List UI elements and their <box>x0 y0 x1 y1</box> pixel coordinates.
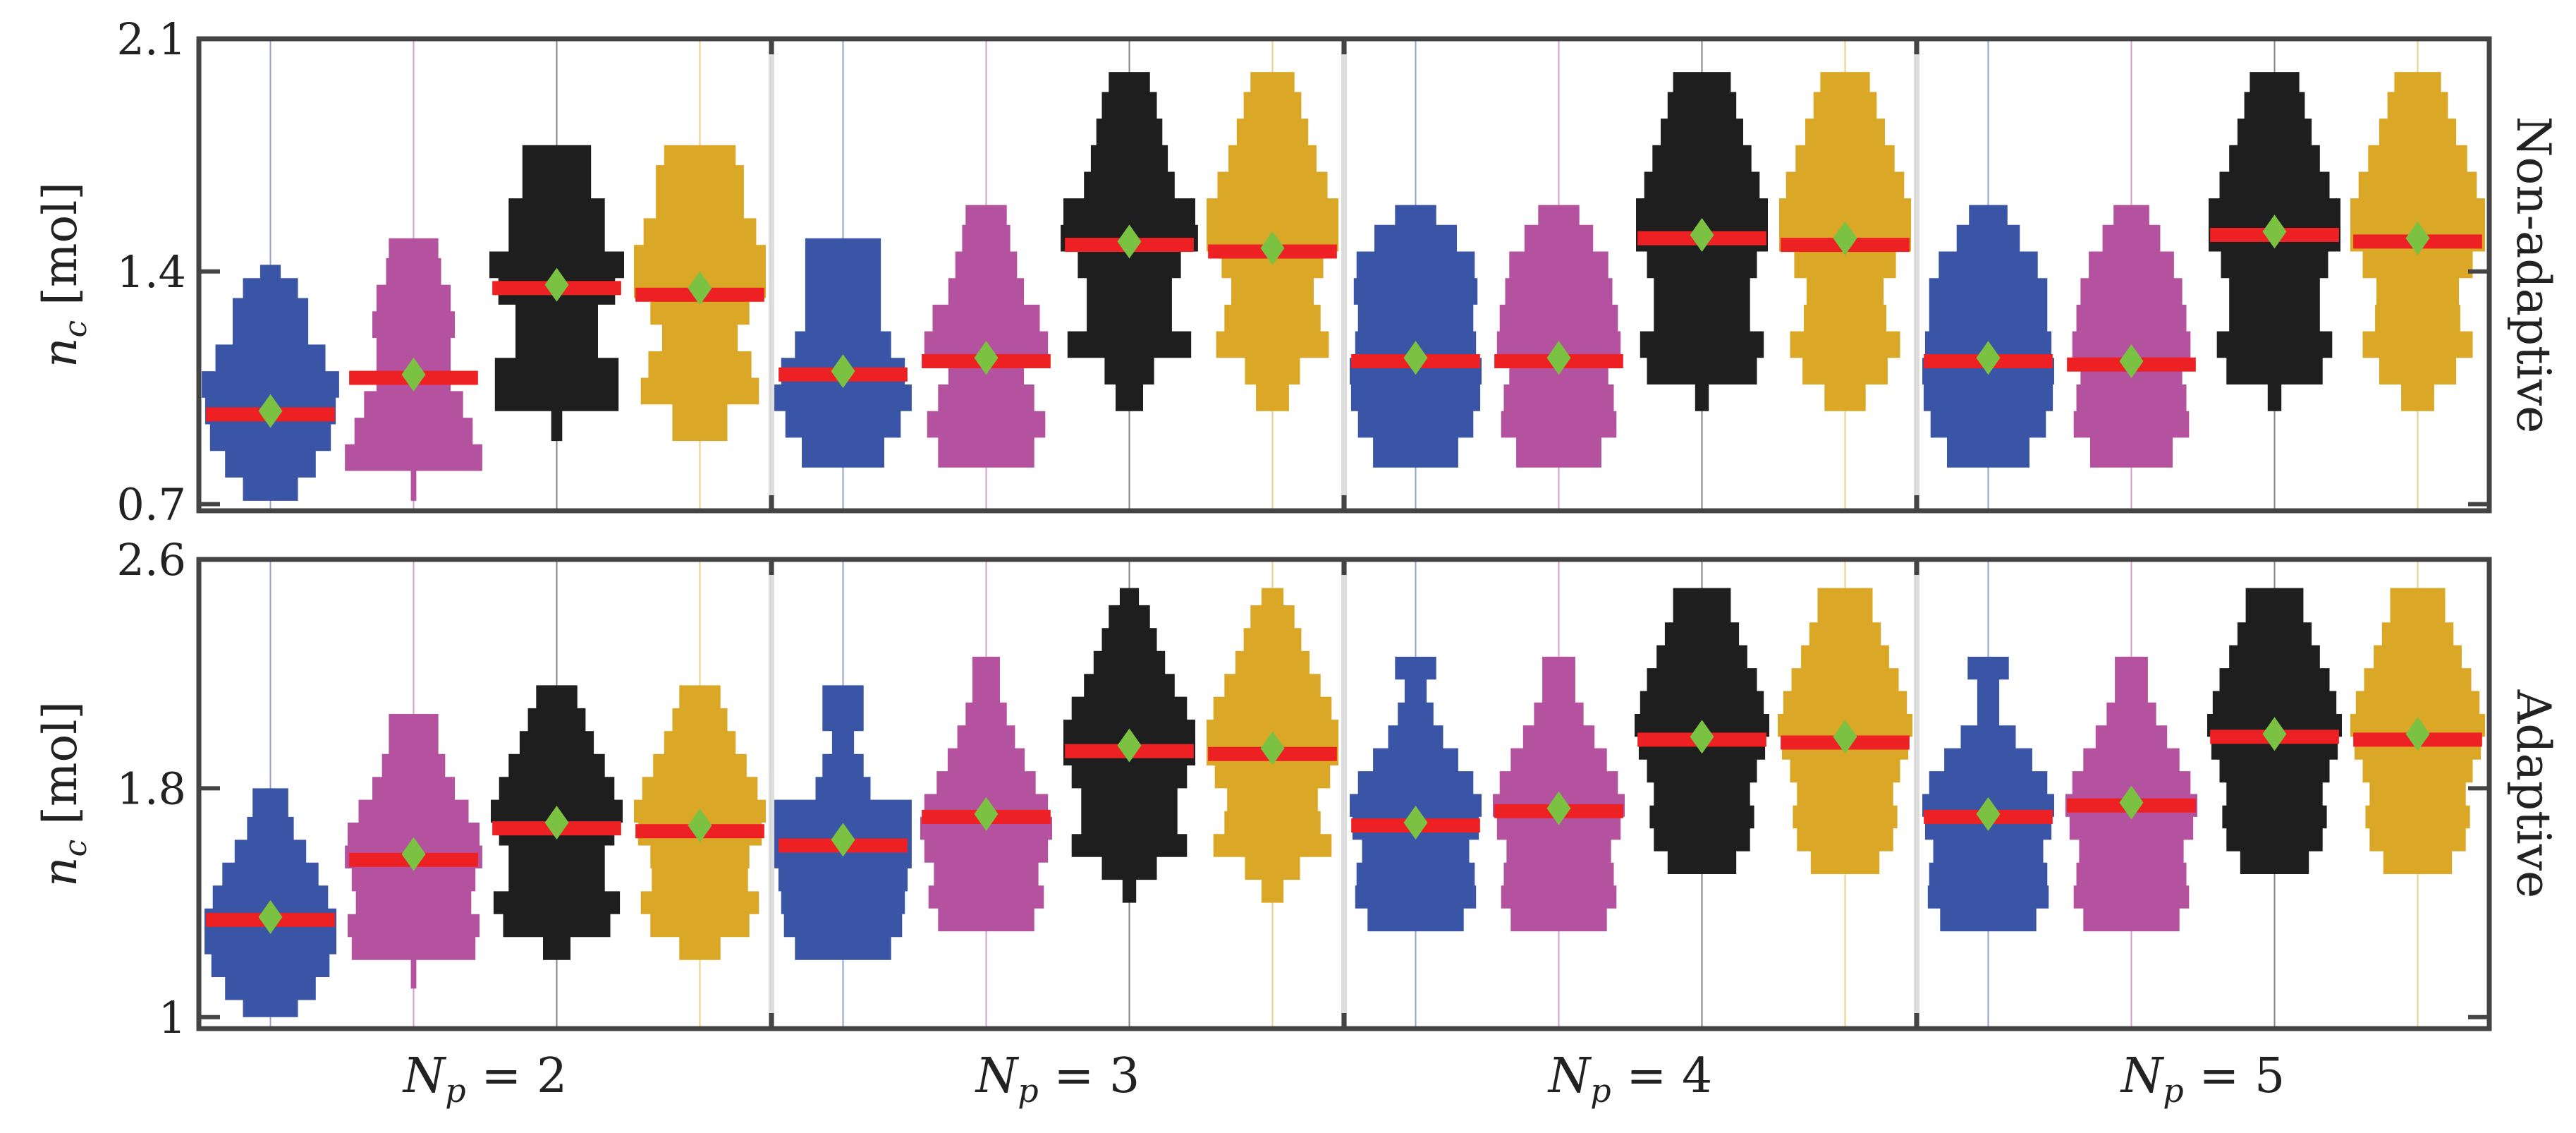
violin-3-3 <box>1207 559 1338 1029</box>
violin-2-0 <box>205 559 336 1029</box>
violin-3-1 <box>922 39 1051 511</box>
violin-body <box>1350 656 1482 932</box>
median-marker <box>831 823 855 857</box>
median-marker <box>974 341 999 375</box>
median-marker <box>688 271 712 305</box>
median-marker <box>974 796 999 831</box>
median-marker <box>831 354 855 389</box>
violin-3-2 <box>1061 39 1198 511</box>
panel-frame <box>196 557 2492 1031</box>
row-label: Non-adaptive <box>2506 116 2560 433</box>
violin-3-0 <box>774 559 912 1029</box>
violin-5-2 <box>2209 39 2340 511</box>
median-marker <box>1833 221 1857 255</box>
violin-4-2 <box>1635 559 1769 1029</box>
panel-non-adaptive: 0.7 1.4 2.1 nc [mol] Non-adaptive <box>33 13 2560 531</box>
y-tick-label: 1.4 <box>116 246 186 298</box>
panel-frame <box>196 36 2492 514</box>
violin-body <box>774 238 912 468</box>
median-marker <box>401 357 426 392</box>
violin-2-3 <box>634 559 766 1029</box>
violin-5-1 <box>2067 39 2196 511</box>
violin-body <box>2072 205 2191 468</box>
median-marker <box>401 837 426 871</box>
median-marker <box>1546 341 1571 375</box>
violin-2-1 <box>345 39 482 511</box>
violin-2-3 <box>634 39 766 511</box>
y-tick-label: 0.7 <box>116 479 186 531</box>
violin-4-3 <box>1778 559 1912 1029</box>
median-marker <box>1260 731 1285 765</box>
violin-4-1 <box>1493 559 1625 1029</box>
violin-body <box>202 265 339 501</box>
violin-2-1 <box>345 559 482 1029</box>
group-label: Np = 4 <box>1547 1048 1712 1110</box>
median-marker <box>544 267 569 302</box>
median-marker <box>1690 217 1714 252</box>
violin-body <box>1922 656 2054 932</box>
median-marker <box>2262 214 2287 249</box>
violin-4-0 <box>1350 39 1482 511</box>
median-marker <box>688 808 712 843</box>
violin-5-3 <box>2350 559 2485 1029</box>
violin-2-0 <box>202 39 339 511</box>
median-marker <box>1403 341 1428 375</box>
violin-4-3 <box>1779 39 1911 511</box>
median-marker <box>1117 224 1142 259</box>
y-tick-label: 2.1 <box>116 13 186 65</box>
median-marker <box>2119 785 2144 820</box>
violin-body <box>774 685 912 960</box>
median-marker <box>1403 806 1428 840</box>
violin-4-1 <box>1494 39 1623 511</box>
group-label: Np = 2 <box>402 1048 567 1110</box>
median-marker <box>2262 717 2287 751</box>
group-label: Np = 5 <box>2120 1048 2285 1110</box>
violin-3-0 <box>774 39 912 511</box>
median-marker <box>1690 720 1714 754</box>
violin-5-1 <box>2065 559 2197 1029</box>
violin-2-2 <box>491 559 623 1029</box>
median-marker <box>2405 717 2430 751</box>
y-tick-label: 1.8 <box>116 763 186 814</box>
median-marker <box>258 899 283 934</box>
median-marker <box>1260 231 1285 265</box>
median-marker <box>258 394 283 428</box>
violin-body <box>1350 205 1482 468</box>
violin-3-3 <box>1207 39 1338 511</box>
violin-3-1 <box>920 559 1052 1029</box>
median-marker <box>1833 720 1857 754</box>
violin-5-3 <box>2350 39 2485 511</box>
violin-body <box>924 205 1049 468</box>
median-marker <box>544 806 569 840</box>
violin-body <box>1496 205 1621 468</box>
y-tick-label: 1 <box>159 992 186 1043</box>
violin-2-2 <box>489 39 624 511</box>
median-marker <box>2119 344 2144 378</box>
group-label: Np = 3 <box>975 1048 1140 1110</box>
y-axis-title: nc [mol] <box>33 701 94 887</box>
violin-5-2 <box>2207 559 2342 1029</box>
median-marker <box>2405 221 2430 255</box>
y-tick-label: 2.6 <box>116 534 186 586</box>
y-axis-title: nc [mol] <box>33 182 94 368</box>
violin-body <box>920 656 1052 932</box>
median-marker <box>1117 728 1142 763</box>
violin-5-0 <box>1922 559 2054 1029</box>
median-marker <box>1546 791 1571 825</box>
violin-3-2 <box>1063 559 1195 1029</box>
median-marker <box>1976 796 2001 831</box>
row-label: Adaptive <box>2506 689 2560 899</box>
median-marker <box>1976 341 2001 375</box>
violin-4-0 <box>1350 559 1482 1029</box>
violin-5-0 <box>1922 39 2054 511</box>
panel-adaptive: 1 1.8 2.6 nc [mol] Adaptive <box>33 534 2560 1043</box>
violin-4-2 <box>1636 39 1768 511</box>
violin-body <box>1922 205 2054 468</box>
